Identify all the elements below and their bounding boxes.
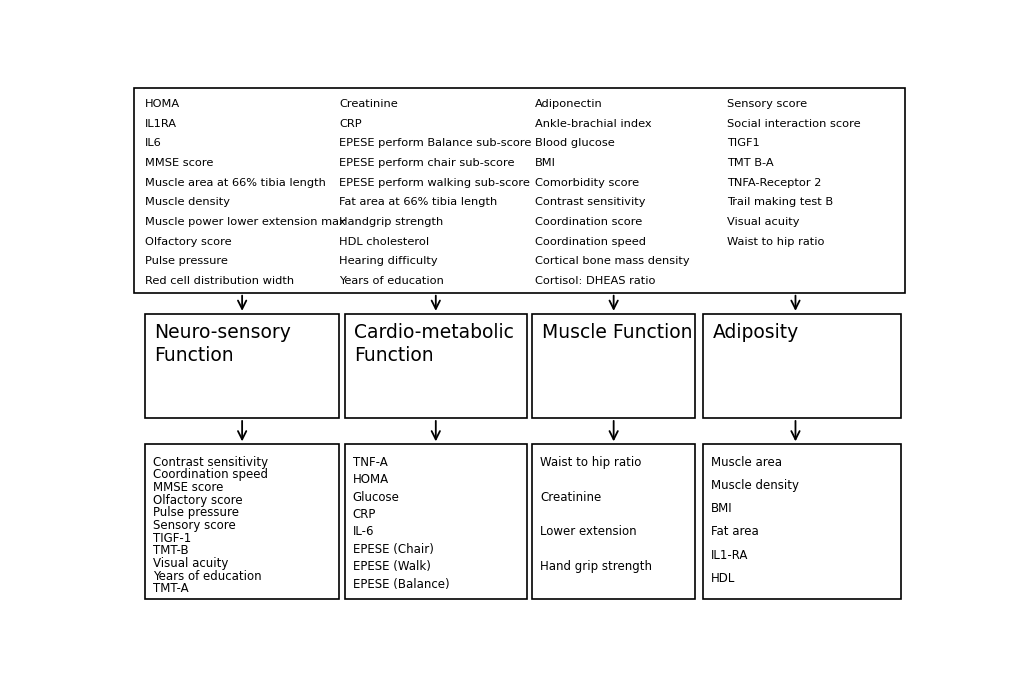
Text: Pulse pressure: Pulse pressure <box>145 256 227 266</box>
Text: TNFA-Receptor 2: TNFA-Receptor 2 <box>726 178 820 188</box>
Text: TMT-B: TMT-B <box>153 544 189 557</box>
Text: Blood glucose: Blood glucose <box>534 138 613 148</box>
Text: HDL: HDL <box>710 572 735 585</box>
Text: Muscle power lower extension max: Muscle power lower extension max <box>145 217 345 227</box>
Text: Hand grip strength: Hand grip strength <box>540 560 651 573</box>
Text: Neuro-sensory
Function: Neuro-sensory Function <box>154 323 291 365</box>
Text: MMSE score: MMSE score <box>145 158 213 168</box>
Text: Visual acuity: Visual acuity <box>153 557 228 570</box>
Text: Muscle Function: Muscle Function <box>541 323 692 342</box>
Text: Lower extension: Lower extension <box>540 525 636 538</box>
Text: Years of education: Years of education <box>339 276 444 286</box>
Text: TIGF-1: TIGF-1 <box>153 532 191 544</box>
Text: EPESE (Walk): EPESE (Walk) <box>353 560 430 573</box>
Text: Sensory score: Sensory score <box>726 99 806 109</box>
Text: EPESE perform chair sub-score: EPESE perform chair sub-score <box>339 158 515 168</box>
Text: Muscle density: Muscle density <box>145 197 229 207</box>
Text: HOMA: HOMA <box>353 473 388 486</box>
Text: EPESE (Balance): EPESE (Balance) <box>353 578 449 591</box>
Text: Sensory score: Sensory score <box>153 519 235 532</box>
Text: Coordination score: Coordination score <box>534 217 641 227</box>
Text: Pulse pressure: Pulse pressure <box>153 506 238 519</box>
Text: Contrast sensitivity: Contrast sensitivity <box>534 197 644 207</box>
Text: Waist to hip ratio: Waist to hip ratio <box>726 237 823 247</box>
FancyBboxPatch shape <box>344 444 526 599</box>
Text: EPESE perform Balance sub-score: EPESE perform Balance sub-score <box>339 138 531 148</box>
Text: IL1RA: IL1RA <box>145 119 176 129</box>
Text: Adiposity: Adiposity <box>711 323 798 342</box>
Text: Muscle density: Muscle density <box>710 479 798 492</box>
Text: Trail making test B: Trail making test B <box>726 197 832 207</box>
Text: Red cell distribution width: Red cell distribution width <box>145 276 293 286</box>
Text: Glucose: Glucose <box>353 490 399 504</box>
Text: MMSE score: MMSE score <box>153 481 223 494</box>
Text: Creatinine: Creatinine <box>339 99 397 109</box>
Text: Cortisol: DHEAS ratio: Cortisol: DHEAS ratio <box>534 276 654 286</box>
Text: Fat area at 66% tibia length: Fat area at 66% tibia length <box>339 197 497 207</box>
Text: Creatinine: Creatinine <box>540 490 601 504</box>
Text: TMT-A: TMT-A <box>153 582 189 595</box>
Text: Comorbidity score: Comorbidity score <box>534 178 638 188</box>
Text: Handgrip strength: Handgrip strength <box>339 217 443 227</box>
Text: Adiponectin: Adiponectin <box>534 99 602 109</box>
Text: TIGF1: TIGF1 <box>726 138 759 148</box>
Text: Coordination speed: Coordination speed <box>534 237 645 247</box>
Text: Social interaction score: Social interaction score <box>726 119 859 129</box>
Text: IL-6: IL-6 <box>353 525 374 538</box>
Text: Ankle-brachial index: Ankle-brachial index <box>534 119 650 129</box>
Text: Years of education: Years of education <box>153 570 261 582</box>
FancyBboxPatch shape <box>145 314 339 418</box>
Text: Olfactory score: Olfactory score <box>153 494 243 506</box>
Text: Waist to hip ratio: Waist to hip ratio <box>540 456 641 468</box>
Text: EPESE perform walking sub-score: EPESE perform walking sub-score <box>339 178 530 188</box>
FancyBboxPatch shape <box>702 444 900 599</box>
Text: Contrast sensitivity: Contrast sensitivity <box>153 456 268 468</box>
FancyBboxPatch shape <box>145 444 339 599</box>
Text: TMT B-A: TMT B-A <box>726 158 772 168</box>
Text: Muscle area at 66% tibia length: Muscle area at 66% tibia length <box>145 178 325 188</box>
Text: Fat area: Fat area <box>710 525 758 538</box>
Text: Olfactory score: Olfactory score <box>145 237 231 247</box>
Text: IL6: IL6 <box>145 138 161 148</box>
Text: HOMA: HOMA <box>145 99 179 109</box>
Text: Cortical bone mass density: Cortical bone mass density <box>534 256 689 266</box>
Text: EPESE (Chair): EPESE (Chair) <box>353 543 433 556</box>
FancyBboxPatch shape <box>702 314 900 418</box>
FancyBboxPatch shape <box>532 444 694 599</box>
FancyBboxPatch shape <box>344 314 526 418</box>
Text: Coordination speed: Coordination speed <box>153 468 268 481</box>
Text: IL1-RA: IL1-RA <box>710 549 748 561</box>
Text: Muscle area: Muscle area <box>710 456 782 468</box>
Text: CRP: CRP <box>353 508 376 521</box>
FancyBboxPatch shape <box>133 87 905 293</box>
FancyBboxPatch shape <box>532 314 694 418</box>
Text: Visual acuity: Visual acuity <box>726 217 799 227</box>
Text: Cardio-metabolic
Function: Cardio-metabolic Function <box>354 323 514 365</box>
Text: TNF-A: TNF-A <box>353 456 387 468</box>
Text: CRP: CRP <box>339 119 362 129</box>
Text: Hearing difficulty: Hearing difficulty <box>339 256 437 266</box>
Text: BMI: BMI <box>710 502 732 515</box>
Text: BMI: BMI <box>534 158 555 168</box>
Text: HDL cholesterol: HDL cholesterol <box>339 237 429 247</box>
